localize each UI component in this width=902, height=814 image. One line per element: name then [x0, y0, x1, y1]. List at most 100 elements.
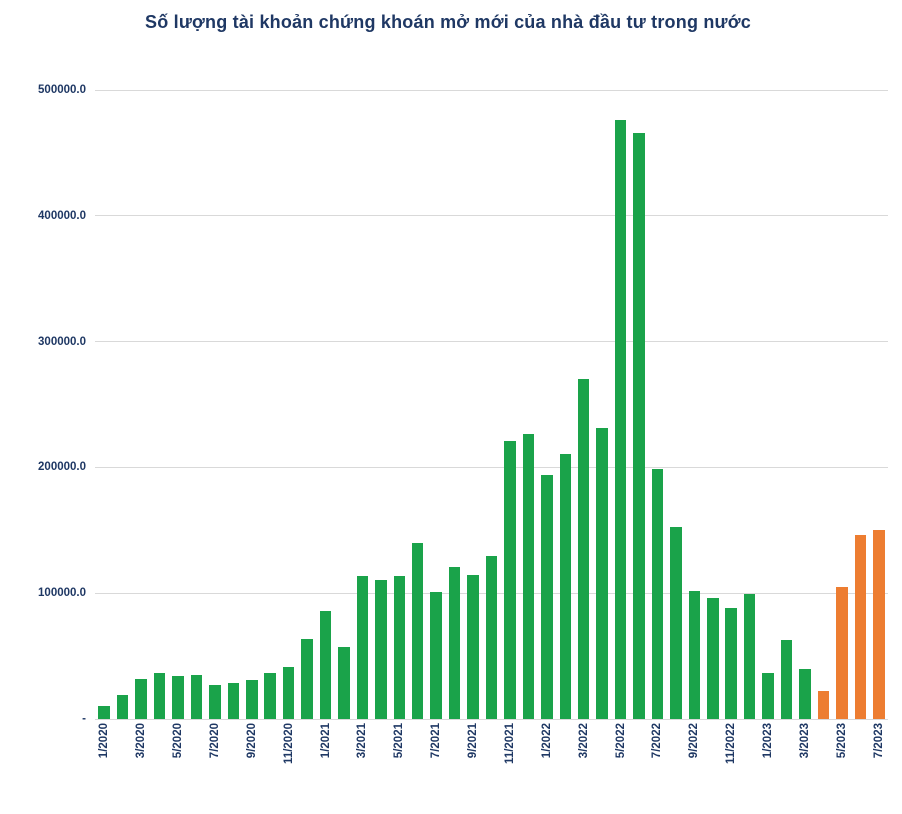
- x-tick-label-text: 11/2020: [282, 723, 295, 764]
- bar-8-2021: [448, 567, 461, 719]
- x-tick-label-text: 1/2023: [762, 723, 775, 759]
- x-tick-label-text: 5/2023: [835, 723, 848, 759]
- x-tick-label: 3/2023: [797, 723, 813, 807]
- bar-6-2022: [633, 132, 645, 719]
- x-tick-label-text: 5/2022: [614, 723, 627, 759]
- x-tick-label: 9/2020: [244, 723, 260, 807]
- x-tick-label-text: 3/2020: [135, 723, 148, 759]
- x-tick-label: 1/2022: [539, 723, 555, 807]
- bar-12-2020: [301, 639, 313, 719]
- x-tick-label: 3/2020: [133, 723, 149, 807]
- x-tick-label-text: 5/2020: [171, 723, 184, 759]
- x-tick-label-text: 9/2022: [688, 723, 701, 759]
- y-tick-label: 100000.0: [38, 587, 86, 600]
- bar-9-2020: [246, 679, 258, 719]
- bar-1-2023: [762, 673, 774, 719]
- gridline: [95, 89, 888, 91]
- x-tick-label: 7/2022: [649, 723, 665, 807]
- bar-7-2022: [651, 468, 664, 719]
- gridline: [95, 215, 888, 217]
- bar-4-2020: [153, 672, 166, 719]
- x-tick-label: 7/2023: [871, 723, 887, 807]
- bar-5-2020: [172, 676, 184, 719]
- bar-11-2021: [504, 441, 516, 719]
- bar-9-2022: [688, 590, 701, 719]
- bar-12-2022: [743, 594, 756, 719]
- bar-8-2020: [227, 683, 240, 719]
- x-axis: 1/2020 3/2020 5/2020 7/2020 9/2020 11/2020 1/2…: [95, 723, 888, 811]
- x-tick-label: 9/2021: [465, 723, 481, 807]
- bar-12-2021: [522, 433, 535, 719]
- bar-6-2021: [411, 542, 424, 719]
- bar-4-2021: [375, 579, 387, 719]
- bar-11-2020: [282, 667, 295, 719]
- bar-2-2021: [338, 647, 350, 719]
- x-tick-label-text: 11/2022: [725, 723, 738, 764]
- bar-5-2023: [836, 587, 848, 719]
- x-tick-label-text: 3/2021: [356, 723, 369, 759]
- x-tick-label: 11/2022: [723, 723, 739, 807]
- y-tick-label: 400000.0: [38, 209, 86, 222]
- bar-1-2020: [98, 705, 110, 719]
- x-tick-label-text: 9/2020: [245, 723, 258, 759]
- gridline: [95, 341, 888, 343]
- bar-2-2023: [780, 639, 793, 719]
- x-tick-label-text: 9/2021: [467, 723, 480, 759]
- chart-title: Số lượng tài khoản chứng khoán mở mới củ…: [145, 12, 751, 32]
- x-tick-label: 11/2021: [502, 723, 518, 807]
- x-tick-label: 1/2020: [96, 723, 112, 807]
- bar-7-2023: [873, 529, 885, 719]
- x-tick-label-text: 1/2020: [98, 723, 111, 759]
- x-tick-label: 9/2022: [686, 723, 702, 807]
- bar-8-2022: [670, 526, 682, 719]
- bar-11-2022: [725, 607, 737, 719]
- x-tick-label-text: 7/2023: [872, 723, 885, 759]
- bar-1-2022: [541, 474, 553, 719]
- bar-6-2023: [854, 535, 867, 719]
- x-tick-label-text: 7/2021: [430, 723, 443, 759]
- x-tick-label-text: 3/2022: [577, 723, 590, 759]
- x-tick-label: 3/2021: [354, 723, 370, 807]
- bar-3-2020: [135, 678, 147, 719]
- x-tick-label-text: 11/2021: [503, 723, 516, 764]
- y-tick-label: 300000.0: [38, 335, 86, 348]
- x-tick-label-text: 7/2022: [651, 723, 664, 759]
- x-tick-label: 5/2023: [834, 723, 850, 807]
- bar-10-2022: [707, 598, 719, 719]
- x-tick-label: 7/2021: [428, 723, 444, 807]
- bar-3-2022: [577, 379, 590, 719]
- x-tick-label-text: 7/2020: [208, 723, 221, 759]
- bar-4-2022: [596, 428, 608, 719]
- x-tick-label: 5/2020: [170, 723, 186, 807]
- bar-10-2021: [485, 555, 498, 719]
- bar-7-2021: [430, 591, 442, 719]
- bar-9-2021: [467, 574, 479, 719]
- y-tick-label: 500000.0: [38, 84, 86, 96]
- bar-5-2022: [614, 119, 627, 719]
- x-tick-label: 3/2022: [576, 723, 592, 807]
- bar-7-2020: [209, 684, 221, 719]
- x-tick-label: 11/2020: [281, 723, 297, 807]
- bar-3-2021: [356, 575, 369, 719]
- bar-5-2021: [393, 575, 406, 719]
- x-tick-label-text: 5/2021: [393, 723, 406, 759]
- x-tick-label: 7/2020: [207, 723, 223, 807]
- x-tick-label: 1/2021: [318, 723, 334, 807]
- bar-1-2021: [319, 610, 332, 719]
- y-axis: 500000.0 400000.0 300000.0 200000.0 100000.0…: [0, 84, 86, 725]
- x-axis-line: [95, 718, 888, 720]
- x-tick-label: 1/2023: [760, 723, 776, 807]
- x-tick-label-text: 1/2022: [540, 723, 553, 759]
- gridline: [95, 466, 888, 468]
- bar-2-2022: [559, 453, 572, 719]
- y-tick-label: -: [82, 713, 86, 725]
- x-tick-label: 5/2022: [613, 723, 629, 807]
- x-tick-label-text: 1/2021: [319, 723, 332, 759]
- bar-2-2020: [116, 695, 129, 719]
- y-tick-label: 200000.0: [38, 461, 86, 474]
- x-tick-label-text: 3/2023: [799, 723, 811, 759]
- bar-3-2023: [799, 668, 811, 719]
- bar-4-2023: [817, 690, 830, 719]
- x-tick-label: 5/2021: [391, 723, 407, 807]
